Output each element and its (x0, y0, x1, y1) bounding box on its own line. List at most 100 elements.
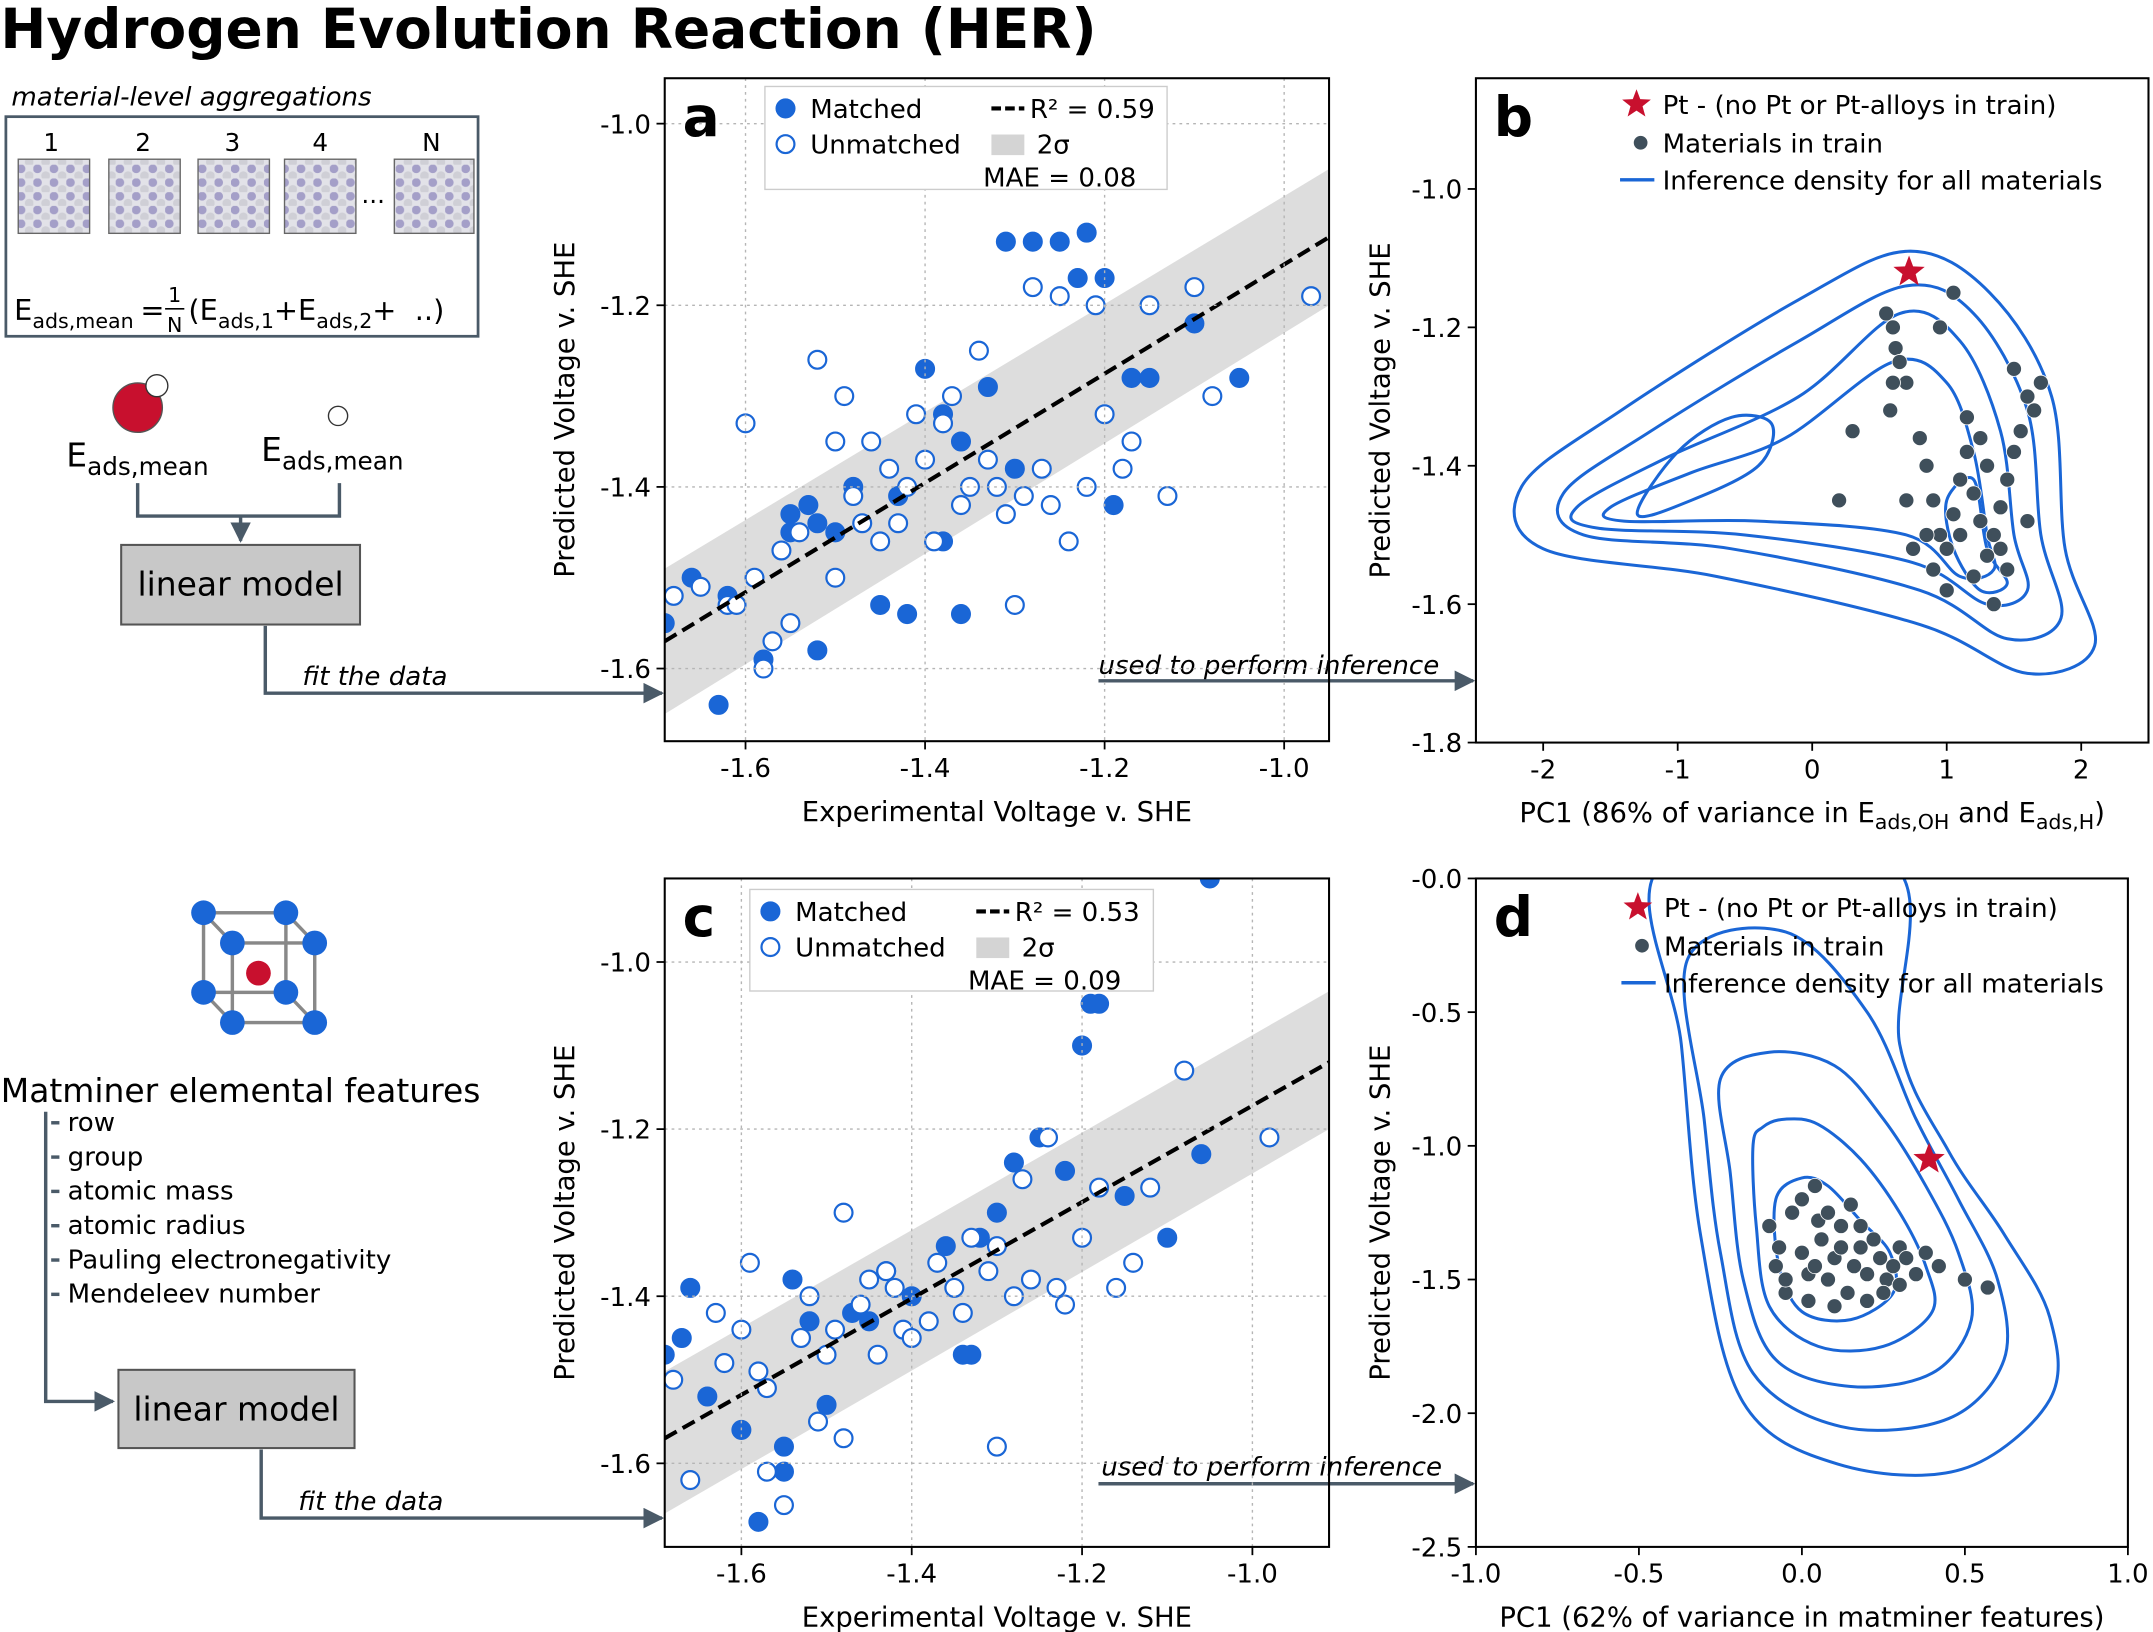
x-label-part: and E (1949, 798, 2035, 829)
unmatched-point (1012, 1169, 1033, 1190)
unmatched-point (918, 1311, 939, 1332)
matched-point (807, 640, 828, 661)
unmatched-point (1140, 1177, 1161, 1198)
formula-part: = (140, 293, 164, 327)
unmatched-point (1259, 1127, 1280, 1148)
train-point (1852, 1218, 1869, 1235)
train-point (1878, 305, 1895, 322)
x-axis-label: Experimental Voltage v. SHE (802, 1603, 1192, 1632)
train-point (1831, 492, 1848, 509)
matched-point (664, 1344, 675, 1365)
train-point (1884, 374, 1901, 391)
train-point (1833, 1218, 1849, 1235)
formula-sub: ads,1 (218, 309, 274, 333)
oh-adsorbate (112, 382, 164, 434)
unmatched-point (789, 522, 810, 543)
unmatched-point (843, 485, 864, 507)
chart-panel: -1.0 -0.5 0.0 0.5 1.0 -0.0 -0.5 -1.0 -1.5 -2.0 -2.… (1365, 865, 2148, 1632)
unmatched-point (861, 431, 882, 452)
matched-point (748, 1511, 769, 1532)
matched-point (977, 376, 998, 398)
matched-point (1199, 878, 1220, 889)
unmatched-point (968, 340, 989, 361)
feature-item: atomic radius (68, 1211, 246, 1241)
plot-area (1512, 249, 2098, 676)
train-point (1979, 1279, 1996, 1296)
model-box (117, 1368, 356, 1450)
x-tick-label: -1.0 (1259, 754, 1310, 784)
train-point (1905, 540, 1922, 557)
train-point (1771, 1239, 1788, 1256)
y-tick-label: -1.0 (1411, 1132, 1462, 1162)
figure-title: Hydrogen Evolution Reaction (HER) (0, 0, 1096, 61)
unmatched-point (825, 567, 846, 588)
legend-label: Pt - (no Pt or Pt-alloys in train) (1664, 894, 2058, 924)
unmatched-point (924, 531, 945, 552)
matched-point (1003, 1152, 1024, 1173)
train-point (1891, 1276, 1908, 1293)
x-tick-label: 1 (1938, 755, 1955, 785)
unmatched-point (944, 1277, 965, 1298)
center-atom (246, 960, 271, 986)
connector (135, 483, 342, 518)
x-tick-label: -1.6 (716, 1560, 767, 1590)
y-axis-label: Predicted Voltage v. SHE (550, 1045, 581, 1381)
feature-item: Mendeleev number (68, 1280, 321, 1310)
matched-point (680, 1277, 701, 1298)
unmatched-point (762, 631, 783, 652)
train-point (1839, 1284, 1856, 1301)
matched-point (1229, 367, 1250, 388)
legend-label: 2σ (1022, 934, 1055, 964)
x-tick-label: -1.2 (1057, 1560, 1108, 1590)
matched-point (897, 604, 918, 625)
legend-label: R² = 0.53 (1015, 898, 1140, 928)
h-adsorbate (327, 405, 349, 427)
formula-part: E (14, 293, 32, 327)
unmatched-point (950, 495, 972, 516)
legend-marker (760, 937, 781, 958)
unmatched-point (888, 513, 909, 534)
feature-item: Pauling electronegativity (68, 1245, 392, 1275)
cube-atoms (191, 900, 328, 1035)
train-point (2006, 443, 2022, 460)
train-point (1952, 471, 1969, 488)
train-point (2012, 423, 2029, 440)
density-contour (1569, 309, 2030, 608)
train-point (2026, 402, 2043, 419)
unmatched-point (690, 576, 711, 597)
x-label-part: PC1 (62% of variance in matminer feature… (1499, 1603, 2104, 1632)
train-point (1945, 506, 1962, 523)
matched-point (1114, 1185, 1135, 1206)
train-point (1925, 561, 1942, 578)
matched-point (870, 594, 891, 615)
adsorbate-label: Eads,mean (66, 436, 208, 481)
sample-label: N (422, 128, 440, 157)
train-point (1917, 1244, 1934, 1261)
unmatched-point (884, 1277, 905, 1298)
train-point (1979, 457, 1996, 474)
mae-annotation: MAE = 0.09 (968, 967, 1121, 997)
train-point (1882, 402, 1899, 419)
train-point (1945, 284, 1962, 301)
train-point (1777, 1284, 1794, 1301)
train-point (1842, 1196, 1859, 1213)
unmatched-point (978, 1261, 999, 1282)
matched-point (807, 513, 828, 534)
train-point (1806, 1177, 1823, 1194)
train-point (1859, 1266, 1876, 1283)
x-tick-label: -1.0 (1450, 1560, 1501, 1590)
train-point (1833, 1239, 1849, 1256)
matched-point (1049, 231, 1070, 252)
atom (273, 900, 299, 926)
unmatched-point (1003, 1286, 1024, 1307)
matched-point (1004, 458, 1025, 479)
y-tick-label: -1.2 (1411, 314, 1462, 344)
train-point (1884, 319, 1901, 336)
x-tick-label: 1.0 (2107, 1560, 2148, 1590)
formula-part: (E (188, 293, 217, 327)
fit-arrow (263, 625, 665, 704)
unmatched-point (906, 404, 927, 425)
unmatched-point (1040, 495, 1061, 516)
train-point (1898, 374, 1915, 391)
legend-marker (1635, 938, 1649, 953)
